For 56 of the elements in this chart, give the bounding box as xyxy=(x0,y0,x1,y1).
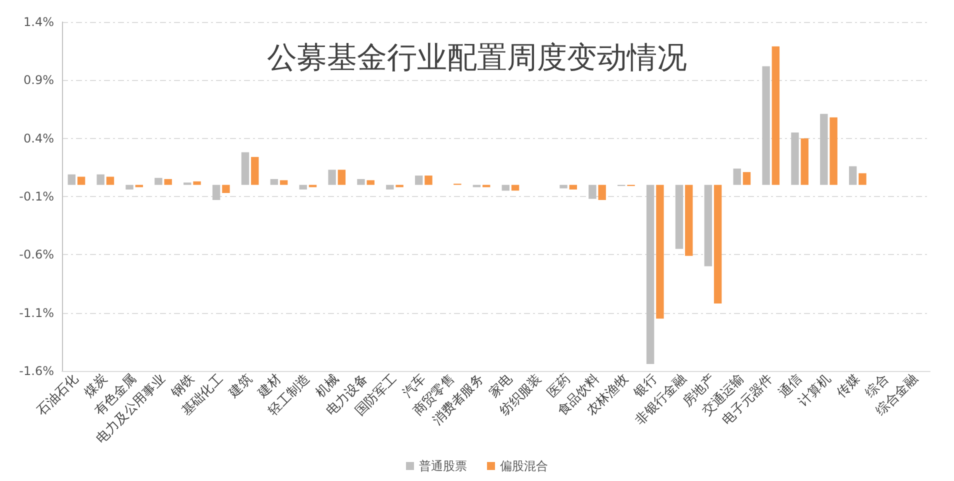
bar xyxy=(424,176,432,185)
y-tick-label: -1.6% xyxy=(19,364,54,378)
bar xyxy=(511,184,520,191)
bar xyxy=(96,174,104,185)
y-tick-label: -1.1% xyxy=(19,306,54,320)
bar xyxy=(858,173,866,185)
bar xyxy=(646,184,654,364)
legend-label: 偏股混合 xyxy=(500,459,548,473)
bar xyxy=(791,132,799,185)
bar xyxy=(414,176,423,185)
bar xyxy=(598,184,606,200)
bar xyxy=(328,170,336,185)
bar xyxy=(685,184,693,256)
bar xyxy=(502,184,510,191)
bar xyxy=(241,152,250,185)
y-tick-label: 0.9% xyxy=(24,73,54,88)
bar xyxy=(193,181,201,185)
legend-label: 普通股票 xyxy=(419,459,467,473)
bar xyxy=(656,184,664,319)
y-tick-label: -0.6% xyxy=(19,248,54,262)
bar xyxy=(588,184,596,199)
bar xyxy=(675,184,684,249)
x-tick-label: 传媒 xyxy=(834,372,863,401)
bar xyxy=(154,178,162,185)
bar xyxy=(106,176,114,185)
bar xyxy=(560,184,568,188)
bar xyxy=(742,172,751,185)
bar xyxy=(762,66,770,185)
bar xyxy=(68,174,76,185)
y-tick-label: -0.1% xyxy=(19,190,54,204)
bar xyxy=(251,156,259,185)
bar xyxy=(270,179,278,185)
bar xyxy=(77,176,86,185)
bar xyxy=(386,184,394,190)
text: 公募基金行业配置周度变动情况 xyxy=(267,40,687,76)
bar xyxy=(280,180,288,185)
bar xyxy=(338,170,346,185)
bar xyxy=(820,114,828,185)
bar xyxy=(772,46,780,185)
bar xyxy=(569,184,578,190)
bar xyxy=(222,184,230,194)
bar xyxy=(830,117,838,185)
bar xyxy=(733,168,741,185)
bar xyxy=(800,138,808,185)
x-tick-label: 建筑 xyxy=(226,372,256,402)
bar xyxy=(126,184,134,190)
bar xyxy=(164,179,172,185)
bar xyxy=(299,184,307,190)
bar xyxy=(357,179,365,185)
bar xyxy=(714,184,722,304)
y-tick-label: 1.4% xyxy=(24,15,54,29)
bar xyxy=(704,184,712,266)
bar xyxy=(366,180,374,185)
bar xyxy=(848,166,857,185)
y-tick-label: 0.4% xyxy=(24,131,54,146)
bar xyxy=(212,184,220,200)
